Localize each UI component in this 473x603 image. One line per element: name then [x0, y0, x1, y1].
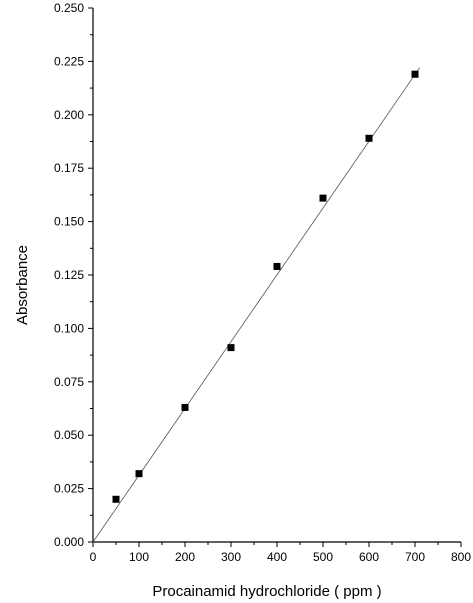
- x-axis-title: Procainamid hydrochloride ( ppm ): [152, 583, 381, 600]
- y-tick-label: 0.225: [54, 54, 84, 68]
- x-tick-label: 0: [90, 550, 97, 564]
- y-tick-label: 0.025: [54, 482, 84, 496]
- y-tick-label: 0.200: [54, 108, 84, 122]
- y-tick-label: 0.100: [54, 321, 84, 335]
- x-tick-label: 300: [221, 550, 241, 564]
- x-tick-label: 500: [313, 550, 333, 564]
- data-points: [112, 70, 419, 503]
- y-tick-label: 0.250: [54, 1, 84, 15]
- x-tick-label: 800: [451, 550, 471, 564]
- y-tick-label: 0.000: [54, 535, 84, 549]
- y-ticks: 0.000 0.025 0.050 0.075 0.100 0.125 0.150 0.175…: [54, 1, 93, 549]
- data-point: [135, 470, 143, 478]
- x-tick-label: 700: [405, 550, 425, 564]
- y-axis-title: Absorbance: [14, 245, 31, 325]
- x-tick-label: 100: [129, 550, 149, 564]
- y-tick-label: 0.125: [54, 268, 84, 282]
- x-tick-label: 200: [175, 550, 195, 564]
- data-point: [319, 194, 327, 202]
- x-ticks: 0 100 200 300 400 500 600 700 800: [90, 542, 471, 564]
- y-tick-label: 0.175: [54, 161, 84, 175]
- fit-line: [92, 67, 420, 543]
- y-tick-label: 0.050: [54, 428, 84, 442]
- data-point: [273, 262, 281, 270]
- data-point: [411, 70, 419, 78]
- data-point: [112, 495, 120, 503]
- y-tick-label: 0.075: [54, 375, 84, 389]
- y-tick-label: 0.150: [54, 215, 84, 229]
- x-tick-label: 400: [267, 550, 287, 564]
- x-tick-label: 600: [359, 550, 379, 564]
- data-point: [181, 403, 189, 411]
- data-point: [365, 134, 373, 142]
- data-point: [227, 344, 235, 352]
